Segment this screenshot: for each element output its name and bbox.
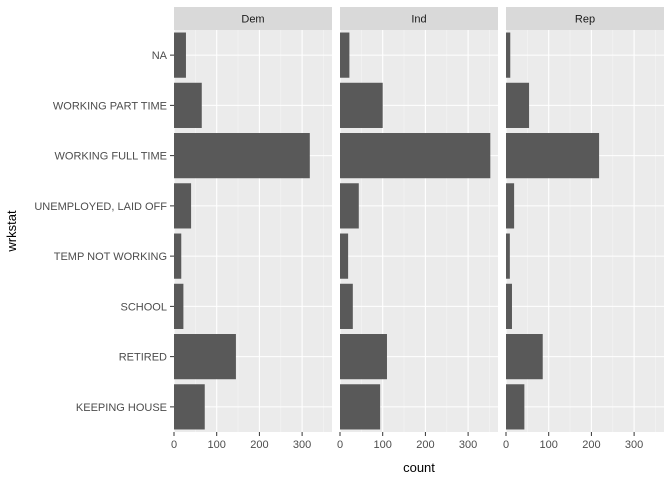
x-tick-label: 200 [250,439,268,451]
x-tick-label: 300 [625,439,643,451]
x-tick-label: 300 [459,439,477,451]
y-tick-label: TEMP NOT WORKING [54,251,167,263]
y-tick-label: UNEMPLOYED, LAID OFF [34,201,167,213]
bar [506,233,510,279]
bar [506,183,515,229]
bar [174,233,182,279]
bar [340,32,350,78]
panels: Dem 0 100 200 300 Ind 0 100 200 300 Rep 0 100 200 300 [171,7,664,451]
x-tick-label: 200 [582,439,600,451]
bar [340,384,381,430]
bar [506,334,543,380]
y-tick-label: SCHOOL [121,301,167,313]
bar [174,133,310,179]
bar [506,32,511,78]
x-tick-label: 300 [293,439,311,451]
bar [174,384,205,430]
facet-label: Dem [241,14,264,26]
y-tick-label: WORKING FULL TIME [55,151,167,163]
facet-strip [174,7,332,30]
bar [506,384,525,430]
facet-strip [506,7,664,30]
bar [174,183,192,229]
x-tick-label: 100 [540,439,558,451]
y-axis-labels: KEEPING HOUSE RETIRED SCHOOL TEMP NOT WORKI… [34,50,174,414]
panel-rep: Rep 0 100 200 300 [503,7,664,451]
bar [174,82,202,128]
facet-label: Ind [411,14,426,26]
bar [506,283,512,329]
x-axis-title: count [403,460,435,475]
bar [174,334,236,380]
panel-ind: Ind 0 100 200 300 [337,7,498,451]
bar [174,32,186,78]
facet-label: Rep [575,14,595,26]
bar [506,133,600,179]
bar [340,183,359,229]
x-tick-label: 0 [171,439,177,451]
bar [340,334,387,380]
x-tick-label: 0 [337,439,343,451]
bar [506,82,530,128]
x-tick-label: 100 [208,439,226,451]
x-tick-label: 200 [416,439,434,451]
panel-dem: Dem 0 100 200 300 [171,7,332,451]
facet-strip [340,7,498,30]
y-tick-label: NA [152,50,168,62]
bar [174,283,184,329]
y-tick-label: RETIRED [119,352,167,364]
x-tick-label: 0 [503,439,509,451]
bar [340,133,491,179]
y-tick-label: WORKING PART TIME [53,100,167,112]
y-axis-title: wrkstat [4,210,19,253]
x-tick-label: 100 [374,439,392,451]
bar [340,82,383,128]
bar [340,283,353,329]
bar [340,233,349,279]
y-tick-label: KEEPING HOUSE [76,402,167,414]
